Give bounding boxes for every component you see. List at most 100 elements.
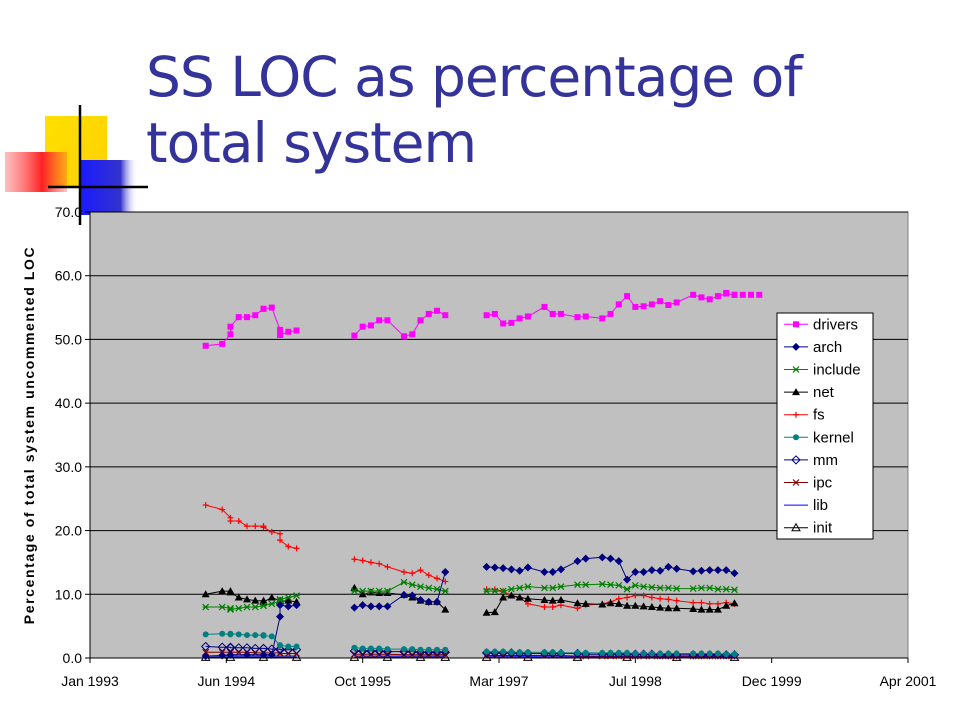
data-point bbox=[351, 556, 358, 563]
data-point bbox=[351, 644, 358, 651]
data-point bbox=[260, 632, 267, 639]
data-point bbox=[200, 641, 211, 652]
data-point bbox=[408, 581, 416, 589]
data-point bbox=[632, 592, 639, 599]
data-point bbox=[417, 646, 424, 653]
data-point bbox=[515, 566, 524, 575]
data-point bbox=[285, 643, 292, 650]
x-tick-label: Oct 1995 bbox=[334, 673, 391, 689]
data-point bbox=[350, 603, 359, 612]
data-point bbox=[792, 388, 800, 396]
data-point bbox=[268, 600, 276, 608]
data-point bbox=[507, 585, 515, 593]
data-point bbox=[706, 650, 713, 657]
data-point bbox=[656, 603, 665, 611]
data-point bbox=[366, 602, 375, 611]
data-point bbox=[235, 314, 242, 321]
data-point bbox=[491, 648, 498, 655]
data-point bbox=[723, 289, 730, 296]
data-point bbox=[524, 649, 531, 656]
data-point bbox=[283, 645, 294, 655]
data-point bbox=[202, 502, 209, 509]
data-point bbox=[499, 593, 508, 601]
data-point bbox=[243, 632, 250, 639]
legend-label: ipc bbox=[813, 475, 833, 492]
legend-item-include: include bbox=[784, 362, 861, 379]
data-point bbox=[648, 301, 655, 308]
data-point bbox=[697, 566, 706, 575]
data-point bbox=[582, 649, 589, 656]
data-point bbox=[284, 596, 293, 604]
data-point bbox=[557, 602, 564, 609]
data-point bbox=[243, 523, 250, 530]
data-point bbox=[376, 317, 383, 324]
data-point bbox=[698, 584, 705, 592]
data-point bbox=[690, 291, 697, 298]
data-point bbox=[793, 434, 799, 441]
data-point bbox=[500, 320, 507, 327]
data-point bbox=[706, 584, 714, 592]
data-point bbox=[482, 608, 491, 616]
data-point bbox=[640, 583, 648, 591]
data-point bbox=[217, 642, 227, 652]
data-point bbox=[690, 650, 697, 657]
data-point bbox=[689, 604, 698, 612]
data-point bbox=[673, 650, 680, 657]
data-point bbox=[358, 601, 367, 610]
slide-title: SS LOC as percentage of total system bbox=[146, 45, 803, 175]
data-point bbox=[441, 651, 449, 659]
data-point bbox=[225, 652, 236, 661]
data-point bbox=[791, 455, 801, 465]
data-point bbox=[516, 584, 524, 592]
data-point bbox=[673, 585, 681, 592]
legend-label: net bbox=[813, 384, 835, 401]
y-tick-label: 40.0 bbox=[55, 395, 82, 411]
data-point bbox=[482, 562, 491, 571]
data-point bbox=[524, 313, 531, 320]
series-fs bbox=[202, 502, 738, 612]
data-point bbox=[698, 650, 705, 657]
legend-item-init: init bbox=[784, 520, 833, 537]
data-point bbox=[705, 566, 714, 575]
data-point bbox=[409, 331, 416, 338]
data-point bbox=[657, 595, 664, 602]
data-point bbox=[293, 327, 300, 334]
data-point bbox=[292, 601, 301, 610]
data-point bbox=[648, 583, 656, 591]
data-point bbox=[748, 291, 755, 298]
data-point bbox=[235, 604, 243, 612]
data-point bbox=[409, 646, 416, 653]
x-tick-label: Apr 2001 bbox=[880, 673, 937, 689]
data-point bbox=[260, 305, 267, 312]
data-point bbox=[722, 585, 730, 593]
data-point bbox=[648, 594, 655, 601]
data-point bbox=[351, 332, 358, 339]
data-point bbox=[376, 645, 383, 652]
data-point bbox=[523, 563, 532, 572]
y-tick-label: 10.0 bbox=[55, 586, 82, 602]
data-point bbox=[656, 566, 665, 575]
data-point bbox=[433, 585, 441, 593]
data-point bbox=[202, 342, 209, 349]
data-point bbox=[252, 632, 259, 639]
data-point bbox=[614, 599, 623, 607]
data-point bbox=[285, 328, 292, 335]
legend-label: include bbox=[813, 362, 861, 379]
data-point bbox=[581, 554, 590, 563]
data-point bbox=[574, 314, 581, 321]
data-point bbox=[524, 600, 531, 607]
series-kernel bbox=[202, 630, 738, 658]
data-point bbox=[367, 650, 375, 658]
data-point bbox=[409, 570, 416, 577]
data-point bbox=[291, 645, 302, 655]
data-point bbox=[640, 592, 647, 599]
data-point bbox=[548, 596, 557, 604]
data-point bbox=[614, 557, 623, 566]
data-point bbox=[556, 596, 565, 604]
data-point bbox=[640, 303, 647, 310]
data-point bbox=[523, 594, 532, 602]
data-point bbox=[252, 523, 259, 530]
data-point bbox=[267, 650, 276, 659]
data-point bbox=[656, 584, 664, 592]
data-point bbox=[242, 650, 251, 659]
